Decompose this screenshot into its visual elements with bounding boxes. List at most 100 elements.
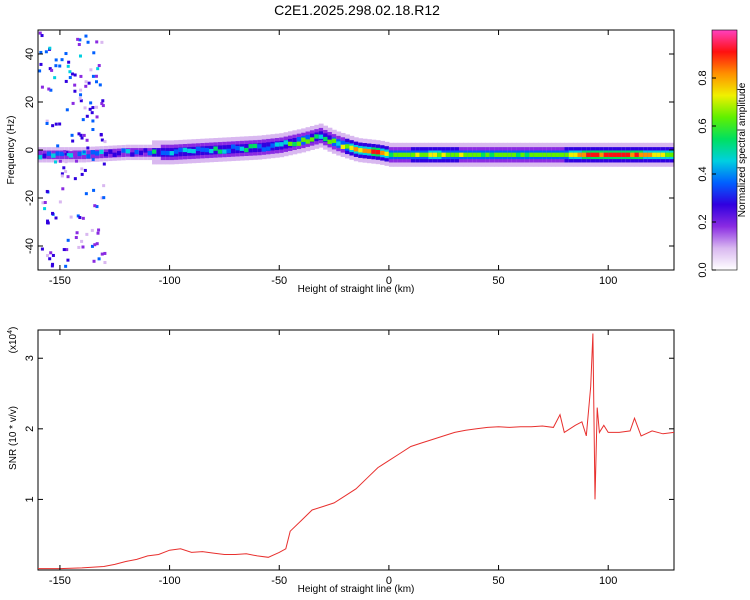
spectrogram-cell — [173, 149, 179, 154]
spectrogram-cell — [46, 219, 50, 223]
snr-y-tick-label: 3 — [24, 355, 36, 361]
spectrogram-cell — [616, 152, 622, 157]
spectrogram-cell — [76, 37, 80, 41]
spectrogram-cell — [45, 121, 49, 125]
spectrogram-cell — [643, 152, 649, 157]
spectrogram-cell — [89, 101, 93, 105]
spectrogram-cell — [38, 155, 43, 160]
spectrogram-cell — [77, 132, 81, 136]
spectrogram-cell — [101, 99, 105, 103]
spectrogram-cell — [92, 188, 96, 192]
snr-x-tick-label: -100 — [159, 575, 181, 587]
spectrogram-cell — [51, 153, 57, 158]
spectrogram-cell — [327, 139, 333, 145]
spectrogram-cell — [78, 216, 82, 220]
spectrogram-cell — [450, 152, 456, 157]
spectrogram-cell — [402, 152, 407, 157]
spectrogram-cell — [40, 34, 44, 38]
spectrogram-cell — [634, 152, 640, 157]
spectrogram-cell — [459, 152, 464, 157]
spectrogram-cell — [612, 152, 618, 157]
spectrogram-cell — [274, 142, 280, 147]
spectrogram-cell — [79, 74, 83, 78]
spectrogram-cell — [58, 64, 62, 68]
spectrogram-cell — [54, 216, 58, 220]
spectrogram-cell — [147, 150, 153, 156]
spectrogram-cell — [60, 172, 64, 176]
spectrogram-x-tick-label: -50 — [271, 275, 287, 287]
spectrogram-y-tick-label: 0 — [24, 147, 36, 153]
spectrogram-cell — [103, 261, 107, 265]
spectrogram-cell — [445, 152, 451, 157]
spectrogram-cell — [70, 72, 74, 76]
spectrogram-cell — [463, 152, 469, 157]
spectrogram-cell — [204, 147, 210, 153]
spectrogram-cell — [244, 147, 250, 153]
spectrogram-cell — [345, 144, 350, 149]
spectrogram-cell — [226, 148, 232, 154]
spectrogram-cell — [669, 152, 674, 157]
spectrogram-panel: -150 -100 -50 0 50 100 -40 -20 0 20 40 Height of … — [6, 29, 675, 295]
spectrogram-cell — [187, 148, 193, 153]
spectrogram-cell — [353, 147, 359, 152]
spectrogram-cell — [511, 152, 517, 157]
spectrogram-cell — [54, 160, 58, 164]
spectrogram-cell — [476, 152, 482, 157]
spectrogram-cell — [83, 168, 87, 172]
spectrogram-cell — [66, 258, 70, 262]
spectrogram-cell — [85, 114, 89, 118]
spectrogram-cell — [288, 141, 293, 147]
snr-x-tick-label: -150 — [49, 575, 71, 587]
spectrogram-cell — [165, 150, 171, 156]
spectrogram-cell — [49, 88, 53, 92]
spectrogram-cell — [222, 149, 228, 154]
spectrogram-cell — [665, 152, 671, 157]
spectrogram-cell — [47, 87, 51, 91]
spectrogram-cell — [45, 119, 49, 123]
spectrogram-cell — [366, 149, 372, 154]
spectrogram-cell — [59, 151, 65, 157]
spectrogram-cell — [309, 137, 315, 142]
spectrogram-cell — [91, 74, 95, 78]
spectrogram-cell — [95, 105, 99, 109]
spectrogram-cell — [86, 146, 90, 150]
snr-panel: -150 -100 -50 0 50 100 1 2 3 Height of straight… — [7, 327, 675, 595]
spectrogram-x-tick-label: 0 — [386, 275, 392, 287]
spectrogram-cell — [108, 149, 114, 154]
colorbar-tick-label: 0.4 — [697, 166, 709, 181]
spectrogram-cell — [121, 148, 127, 153]
spectrogram-cell — [39, 50, 43, 54]
spectrogram-cell — [64, 170, 68, 174]
spectrogram-x-tick-label: 50 — [492, 275, 504, 287]
spectrogram-cell — [485, 152, 491, 157]
spectrogram-cell — [79, 99, 83, 103]
spectrogram-cell — [494, 152, 500, 157]
spectrogram-cell — [76, 214, 80, 218]
spectrogram-cell — [625, 152, 631, 157]
spectrogram-cell — [248, 144, 254, 149]
spectrogram-cell — [283, 140, 289, 145]
spectrogram-cell — [102, 184, 106, 188]
spectrogram-cell — [520, 152, 526, 157]
spectrogram-cell — [296, 141, 302, 146]
spectrogram-cell — [652, 152, 657, 157]
spectrogram-cell — [603, 152, 609, 157]
spectrogram-cell — [49, 251, 53, 255]
spectrogram-cell — [100, 196, 104, 200]
spectrogram-cell — [77, 245, 81, 249]
spectrogram-cell — [51, 262, 55, 266]
spectrogram-cell — [44, 50, 48, 54]
colorbar-tick-label: 0.8 — [697, 70, 709, 85]
spectrogram-cell — [51, 253, 55, 257]
spectrogram-cell — [64, 151, 70, 156]
spectrogram-cell — [103, 251, 107, 255]
spectrogram-cell — [50, 68, 54, 72]
spectrogram-cell — [533, 152, 539, 157]
spectrogram-cell — [546, 152, 552, 157]
spectrogram-cell — [380, 150, 386, 156]
spectrogram-cell — [93, 243, 97, 247]
spectrogram-cell — [65, 108, 69, 112]
spectrogram-cell — [555, 152, 561, 157]
spectrogram-cell — [73, 83, 77, 87]
spectrogram-cell — [90, 228, 94, 232]
